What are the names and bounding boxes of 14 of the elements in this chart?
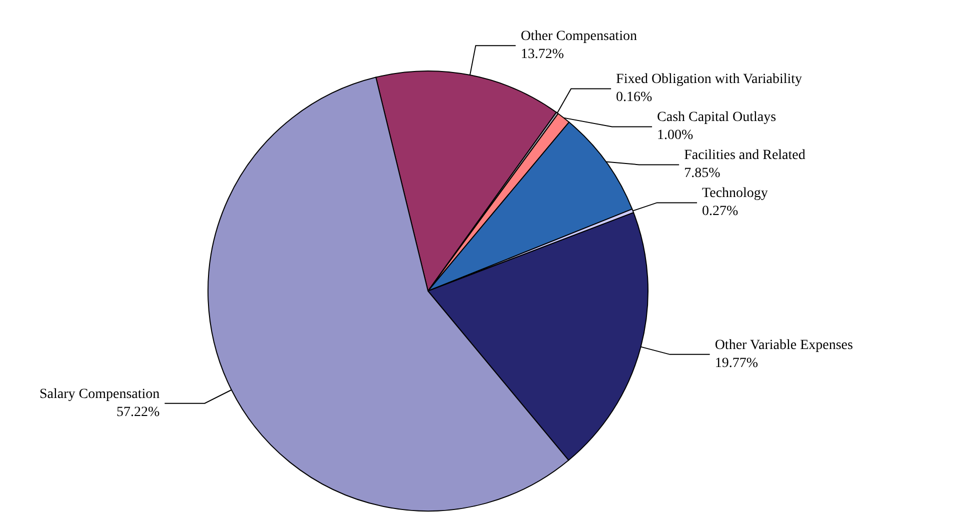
slice-label: Cash Capital Outlays bbox=[657, 110, 776, 126]
slice-label: Facilities and Related bbox=[684, 148, 806, 164]
data-label: 0.16% bbox=[616, 90, 653, 106]
data-label: 19.77% bbox=[714, 356, 758, 371]
slice-label: Other Compensation bbox=[520, 29, 637, 44]
slice-label: Other Variable Expenses bbox=[714, 338, 853, 353]
slice-label: Fixed Obligation with Variability bbox=[616, 72, 802, 88]
slice-label: Salary Compensation bbox=[40, 386, 160, 402]
data-label: 57.22% bbox=[116, 404, 160, 420]
data-label: 7.85% bbox=[684, 166, 721, 182]
data-label: 0.27% bbox=[702, 204, 739, 220]
slice-label: Technology bbox=[702, 186, 768, 202]
data-label: 1.00% bbox=[657, 128, 694, 144]
data-label: 13.72% bbox=[520, 47, 564, 62]
